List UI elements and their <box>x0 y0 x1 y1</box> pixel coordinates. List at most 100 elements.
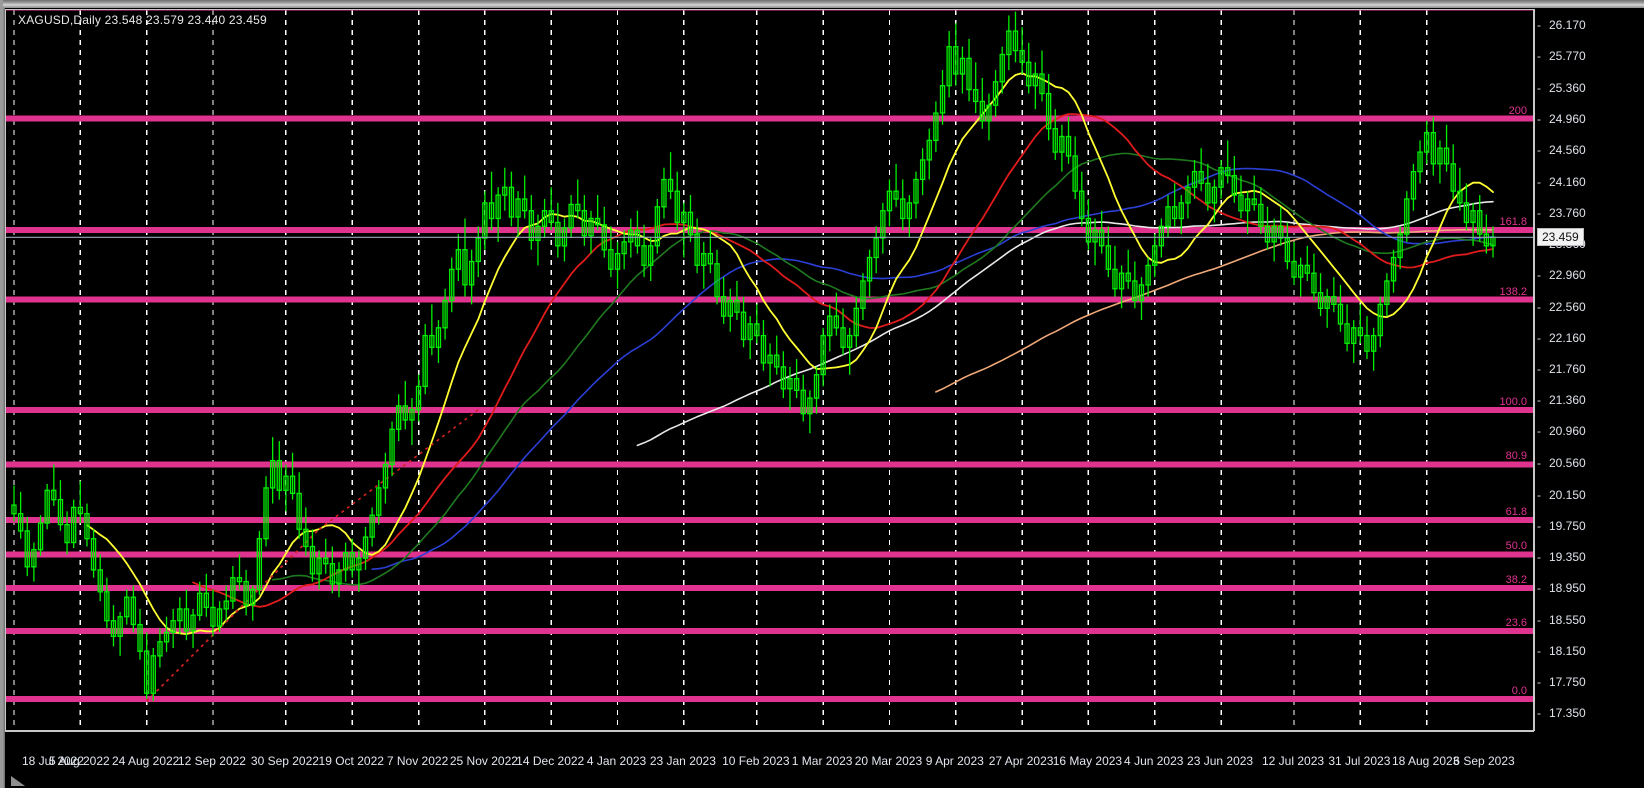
price-tick-label: 17.750 <box>1549 675 1586 690</box>
symbol-title: XAGUSD,Daily 23.548 23.579 23.440 23.459 <box>18 13 267 27</box>
fib-level-label: 0.0 <box>1511 684 1527 697</box>
tick-dash-icon: - <box>1537 612 1541 627</box>
time-tick-label: 7 Nov 2022 <box>386 754 449 768</box>
price-tick: -24.560 <box>1535 143 1644 157</box>
price-tick: -18.550 <box>1535 613 1644 627</box>
time-tick-label: 9 Apr 2023 <box>925 754 984 768</box>
price-tick-label: 19.350 <box>1549 550 1586 565</box>
price-tick-label: 26.170 <box>1549 17 1586 32</box>
window-titlebar[interactable] <box>0 0 1644 8</box>
candlestick-series <box>11 11 1496 702</box>
time-tick-label: 18 Aug 2023 <box>1391 754 1460 768</box>
scroll-left-arrow-icon[interactable] <box>11 776 25 786</box>
time-tick-label: 31 Jul 2023 <box>1328 754 1391 768</box>
time-tick-label: 14 Dec 2022 <box>516 754 585 768</box>
tick-dash-icon: - <box>1537 299 1541 314</box>
fib-level-label: 100.0 <box>1499 395 1527 408</box>
price-tick: -20.960 <box>1535 424 1644 438</box>
price-tick-label: 22.160 <box>1549 330 1586 345</box>
tick-dash-icon: - <box>1537 48 1541 63</box>
price-tick: -18.150 <box>1535 644 1644 658</box>
fib-level-label: 138.2 <box>1499 285 1527 298</box>
tick-dash-icon: - <box>1537 393 1541 408</box>
time-tick-label: 18 Jul 2022 <box>21 754 85 768</box>
price-tick: -20.560 <box>1535 456 1644 470</box>
price-axis[interactable]: -26.170-25.770-25.360-24.960-24.560-24.1… <box>1534 9 1644 731</box>
price-tick-label: 24.960 <box>1549 112 1586 127</box>
fib-level-label: 23.6 <box>1505 616 1527 629</box>
price-tick: -25.770 <box>1535 49 1644 63</box>
price-tick-label: 23.760 <box>1549 205 1586 220</box>
time-tick-label: 30 Sep 2022 <box>250 754 319 768</box>
price-tick-label: 20.560 <box>1549 455 1586 470</box>
tick-dash-icon: - <box>1537 455 1541 470</box>
tick-dash-icon: - <box>1537 518 1541 533</box>
price-tick-label: 25.770 <box>1549 48 1586 63</box>
price-tick-label: 18.950 <box>1549 581 1586 596</box>
fib-level-label: 80.9 <box>1505 450 1527 463</box>
fib-level-label: 50.0 <box>1505 540 1527 553</box>
price-tick-label: 21.760 <box>1549 362 1586 376</box>
tick-dash-icon: - <box>1537 424 1541 439</box>
fib-level-label: 61.8 <box>1505 505 1527 518</box>
price-tick: -17.750 <box>1535 675 1644 689</box>
tick-dash-icon: - <box>1537 675 1541 690</box>
fib-level-label: 161.8 <box>1499 216 1527 229</box>
time-tick-label: 20 Mar 2023 <box>854 754 923 768</box>
price-tick: -23.760 <box>1535 206 1644 220</box>
fib-level-label: 200 <box>1508 104 1527 117</box>
price-tick: -22.560 <box>1535 300 1644 314</box>
price-tick: -21.360 <box>1535 393 1644 407</box>
chart-canvas[interactable] <box>6 10 1533 730</box>
chart-plot-area[interactable]: XAGUSD,Daily 23.548 23.579 23.440 23.459… <box>5 9 1534 731</box>
price-tick: -25.360 <box>1535 81 1644 95</box>
tick-dash-icon: - <box>1537 143 1541 158</box>
price-tick-label: 24.160 <box>1549 174 1586 189</box>
time-tick-label: 23 Jan 2023 <box>649 754 716 768</box>
price-tick: -19.350 <box>1535 550 1644 564</box>
time-tick-label: 4 Jun 2023 <box>1124 754 1184 768</box>
time-tick-label: 12 Sep 2022 <box>177 754 246 768</box>
price-tick-label: 20.150 <box>1549 487 1586 502</box>
time-tick-label: 19 Oct 2022 <box>318 754 384 768</box>
time-tick-label: 5 Aug 2022 <box>48 754 110 768</box>
price-tick-label: 18.550 <box>1549 612 1586 627</box>
price-tick: -24.960 <box>1535 112 1644 126</box>
time-axis[interactable]: 18 Jul 2022 5 Aug 2022 24 Aug 2022 12 Sep 2… <box>5 731 1534 786</box>
time-tick-label: 24 Aug 2022 <box>111 754 180 768</box>
tick-dash-icon: - <box>1537 362 1541 376</box>
time-tick-label: 1 Mar 2023 <box>791 754 853 768</box>
price-tick-label: 22.960 <box>1549 268 1586 283</box>
tick-dash-icon: - <box>1537 112 1541 127</box>
time-tick-label: 25 Nov 2022 <box>449 754 518 768</box>
price-tick: -21.760 <box>1535 362 1644 376</box>
price-tick: -18.950 <box>1535 581 1644 595</box>
price-tick-label: 21.360 <box>1549 393 1586 408</box>
time-tick-label: 6 Sep 2023 <box>1453 754 1515 768</box>
tick-dash-icon: - <box>1537 643 1541 658</box>
price-tick-label: 25.360 <box>1549 80 1586 95</box>
price-tick-label: 20.960 <box>1549 424 1586 439</box>
tick-dash-icon: - <box>1537 80 1541 95</box>
price-tick: -17.350 <box>1535 706 1644 720</box>
tick-dash-icon: - <box>1537 174 1541 189</box>
tick-dash-icon: - <box>1537 17 1541 32</box>
moving-average-lines <box>86 72 1494 635</box>
tick-dash-icon: - <box>1537 268 1541 283</box>
fibonacci-levels <box>6 10 1533 702</box>
current-price-marker: 23.459 <box>1537 228 1584 247</box>
price-tick: -24.160 <box>1535 175 1644 189</box>
price-tick-label: 22.560 <box>1549 299 1586 314</box>
price-tick: -20.150 <box>1535 488 1644 502</box>
tick-dash-icon: - <box>1537 487 1541 502</box>
price-tick: -19.750 <box>1535 519 1644 533</box>
trendline <box>146 528 320 702</box>
tick-dash-icon: - <box>1537 205 1541 220</box>
price-tick-label: 19.750 <box>1549 518 1586 533</box>
tick-dash-icon: - <box>1537 550 1541 565</box>
price-tick: -22.960 <box>1535 268 1644 282</box>
price-tick: -22.160 <box>1535 331 1644 345</box>
fib-level-label: 38.2 <box>1505 573 1527 586</box>
tick-dash-icon: - <box>1537 581 1541 596</box>
